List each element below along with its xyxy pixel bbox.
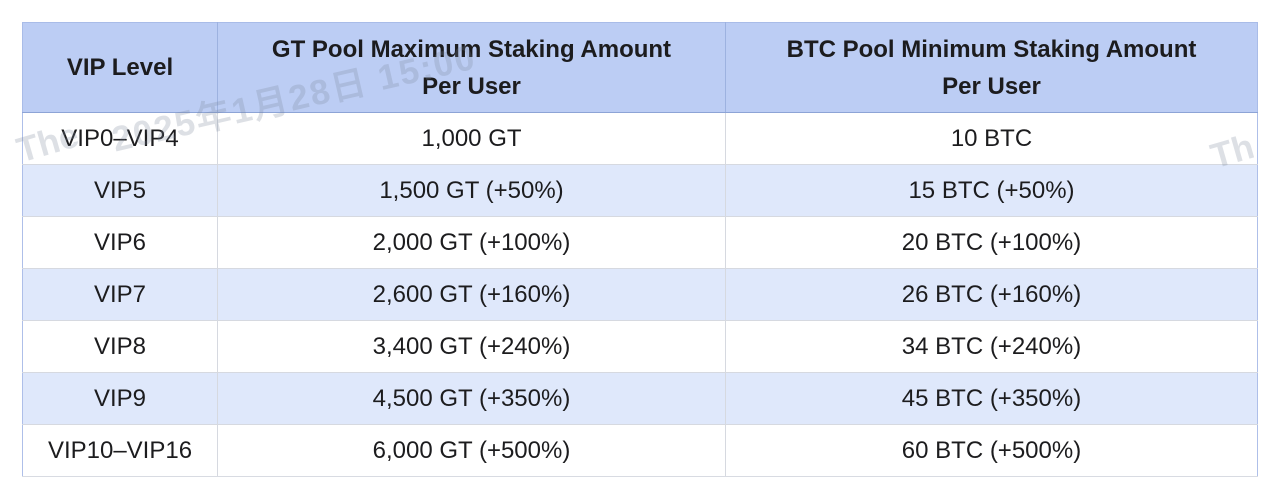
cell-vip-level: VIP6 [22, 216, 218, 269]
table-row: VIP8 3,400 GT (+240%) 34 BTC (+240%) [22, 320, 1258, 373]
cell-gt-amount: 1,000 GT [217, 112, 726, 165]
cell-gt-amount: 2,600 GT (+160%) [217, 268, 726, 321]
cell-btc-amount: 15 BTC (+50%) [725, 164, 1258, 217]
cell-btc-amount: 26 BTC (+160%) [725, 268, 1258, 321]
cell-btc-amount: 10 BTC [725, 112, 1258, 165]
cell-gt-amount: 2,000 GT (+100%) [217, 216, 726, 269]
table-row: VIP5 1,500 GT (+50%) 15 BTC (+50%) [22, 164, 1258, 217]
cell-gt-amount: 3,400 GT (+240%) [217, 320, 726, 373]
cell-vip-level: VIP0–VIP4 [22, 112, 218, 165]
cell-gt-amount: 4,500 GT (+350%) [217, 372, 726, 425]
cell-vip-level: VIP10–VIP16 [22, 424, 218, 477]
table-row: VIP9 4,500 GT (+350%) 45 BTC (+350%) [22, 372, 1258, 425]
header-vip-level: VIP Level [22, 22, 218, 113]
cell-vip-level: VIP7 [22, 268, 218, 321]
cell-gt-amount: 6,000 GT (+500%) [217, 424, 726, 477]
cell-btc-amount: 20 BTC (+100%) [725, 216, 1258, 269]
cell-vip-level: VIP8 [22, 320, 218, 373]
cell-btc-amount: 34 BTC (+240%) [725, 320, 1258, 373]
cell-vip-level: VIP9 [22, 372, 218, 425]
header-gt-pool: GT Pool Maximum Staking Amount Per User [217, 22, 726, 113]
table-header-row: VIP Level GT Pool Maximum Staking Amount… [22, 22, 1258, 113]
table-row: VIP0–VIP4 1,000 GT 10 BTC [22, 112, 1258, 165]
cell-btc-amount: 45 BTC (+350%) [725, 372, 1258, 425]
cell-gt-amount: 1,500 GT (+50%) [217, 164, 726, 217]
cell-btc-amount: 60 BTC (+500%) [725, 424, 1258, 477]
cell-vip-level: VIP5 [22, 164, 218, 217]
table-row: VIP7 2,600 GT (+160%) 26 BTC (+160%) [22, 268, 1258, 321]
table-row: VIP10–VIP16 6,000 GT (+500%) 60 BTC (+50… [22, 424, 1258, 477]
table-row: VIP6 2,000 GT (+100%) 20 BTC (+100%) [22, 216, 1258, 269]
vip-staking-table: VIP Level GT Pool Maximum Staking Amount… [22, 22, 1258, 477]
header-btc-pool: BTC Pool Minimum Staking Amount Per User [725, 22, 1258, 113]
